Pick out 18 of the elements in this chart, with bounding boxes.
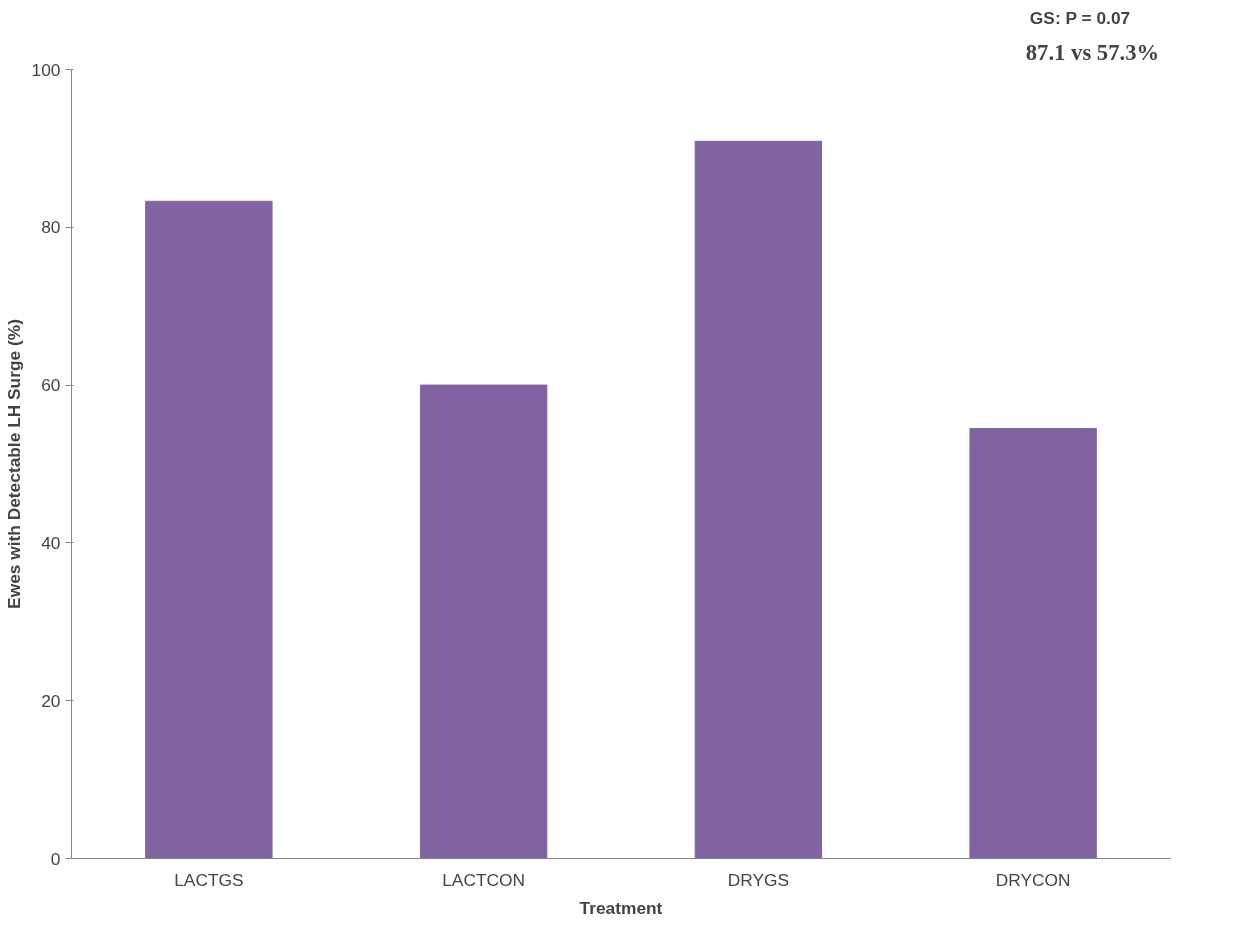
y-axis-title: Ewes with Detectable LH Surge (%)	[3, 319, 24, 609]
y-tick-label: 60	[41, 375, 61, 396]
bar	[145, 200, 273, 859]
x-tick-label: DRYCON	[995, 869, 1071, 890]
x-axis-title: Treatment	[579, 897, 663, 918]
y-tick-label: 0	[50, 848, 61, 869]
text: GS: P = 0.07	[1029, 7, 1131, 28]
y-tick-label: 100	[31, 59, 61, 80]
bar	[694, 140, 823, 859]
bar	[419, 384, 548, 859]
x-tick-label: LACTGS	[174, 869, 244, 890]
x-tick-label: DRYGS	[727, 869, 790, 890]
y-tick-label: 40	[41, 532, 61, 553]
text: 87.1 vs 57.3%	[1025, 39, 1160, 65]
bar	[969, 427, 1097, 859]
y-tick-label: 80	[41, 217, 61, 238]
x-tick-label: LACTCON	[442, 869, 526, 890]
y-tick-label: 20	[41, 690, 61, 711]
